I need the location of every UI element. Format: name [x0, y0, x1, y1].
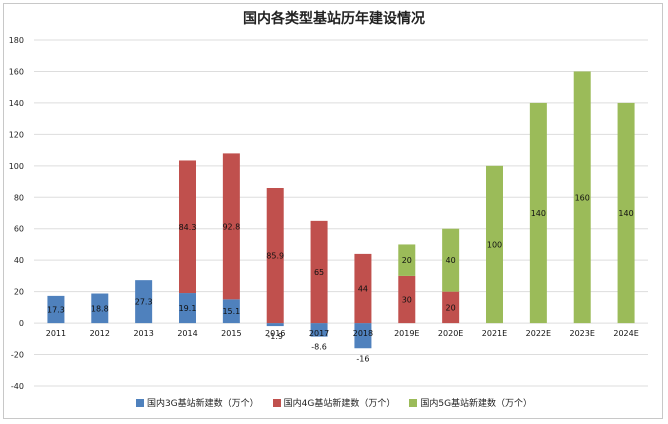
y-tick-label: 100: [9, 162, 24, 171]
y-tick-label: 0: [19, 319, 24, 328]
data-label-2016-series0: -1.9: [267, 332, 283, 341]
y-tick-label: 180: [9, 36, 24, 45]
x-tick-label: 2017: [309, 329, 329, 338]
bar-2014-series1: [179, 160, 196, 294]
gridlines: [34, 39, 648, 387]
legend: 国内3G基站新建数（万个） 国内4G基站新建数（万个） 国内5G基站新建数（万个…: [0, 396, 668, 409]
data-label-2012-series0: 18.8: [91, 304, 109, 313]
data-label-2017-series0: -8.6: [311, 343, 327, 352]
legend-item-4g: 国内4G基站新建数（万个）: [272, 396, 396, 409]
bar-2012-series0: [91, 293, 109, 324]
data-labels: 17.3 18.8 27.3 19.1 84.3 15.1 92.8 -1.9 85.9 -8.6…: [47, 193, 634, 363]
data-label-2014-series0: 19.1: [179, 304, 197, 313]
bar-2021E-series2: [486, 165, 503, 324]
bar-2019E-series1: [398, 275, 416, 324]
y-tick-label: 160: [9, 67, 24, 76]
legend-label-3g: 国内3G基站新建数（万个）: [146, 399, 259, 409]
bar-2013-series0: [135, 280, 153, 324]
x-tick-label: 2020E: [438, 329, 463, 338]
y-tick-label: 140: [9, 99, 24, 108]
bar-2022E-series2: [529, 102, 547, 324]
x-tick-label: 2016: [265, 329, 285, 338]
data-label-2013-series0: 27.3: [135, 298, 153, 307]
x-tick-label: 2021E: [482, 329, 507, 338]
bar-2020E-series2: [442, 228, 460, 292]
data-label-2011-series0: 17.3: [47, 305, 65, 314]
data-label-2021E-series2: 100: [487, 240, 502, 249]
data-label-2019E-series2: 20: [402, 256, 412, 265]
data-label-2022E-series2: 140: [531, 209, 546, 218]
y-tick-label: 40: [14, 256, 24, 265]
x-tick-label: 2018: [353, 329, 373, 338]
legend-swatch-3g: [135, 398, 144, 407]
data-label-2019E-series1: 30: [402, 296, 412, 305]
legend-item-3g: 国内3G基站新建数（万个）: [135, 396, 259, 409]
chart-frame: [3, 3, 663, 419]
data-label-2015-series1: 92.8: [222, 222, 240, 231]
y-tick-label: 120: [9, 130, 24, 139]
bar-2015-series1: [222, 153, 240, 300]
bar-2019E-series2: [398, 244, 416, 276]
legend-swatch-5g: [409, 398, 418, 407]
data-label-2020E-series1: 20: [446, 303, 456, 312]
x-tick-label: 2015: [221, 329, 241, 338]
legend-item-5g: 国内5G基站新建数（万个）: [409, 396, 532, 409]
x-tick-label: 2019E: [394, 329, 419, 338]
y-axis: -40 -20 0 20 40 60 80 100 120 140 160 180: [9, 36, 24, 391]
bars: [47, 71, 635, 349]
bar-2014-series0: [179, 293, 196, 324]
y-tick-label: 80: [14, 193, 24, 202]
x-tick-label: 2012: [90, 329, 110, 338]
x-tick-label: 2013: [133, 329, 153, 338]
legend-swatch-4g: [272, 398, 281, 407]
data-label-2024E-series2: 140: [618, 209, 633, 218]
data-label-2017-series1: 65: [314, 268, 324, 277]
bar-2017-series1: [310, 220, 328, 324]
data-label-2020E-series2: 40: [446, 256, 456, 265]
chart-title: 国内各类型基站历年建设情况: [243, 11, 425, 27]
y-tick-label: 60: [14, 225, 24, 234]
y-tick-label: -40: [11, 382, 24, 391]
bar-2018-series1: [354, 253, 372, 324]
legend-label-5g: 国内5G基站新建数（万个）: [420, 399, 533, 409]
data-label-2014-series1: 84.3: [179, 223, 197, 232]
y-tick-label: 20: [14, 288, 24, 297]
x-axis: 2011 2012 2013 2014 2015 2016 2017 2018 2019E 202…: [46, 329, 639, 338]
bar-2017-series0: [310, 323, 328, 337]
x-tick-label: 2024E: [613, 329, 638, 338]
bar-2015-series0: [222, 299, 240, 324]
x-tick-label: 2023E: [570, 329, 595, 338]
y-tick-label: -20: [11, 351, 24, 360]
data-label-2015-series0: 15.1: [222, 307, 240, 316]
data-label-2018-series0: -16: [356, 354, 369, 363]
bar-2023E-series2: [573, 71, 591, 324]
bar-2020E-series1: [442, 291, 460, 324]
data-label-2018-series1: 44: [358, 284, 368, 293]
x-tick-label: 2014: [177, 329, 197, 338]
bar-2016-series1: [266, 187, 284, 324]
legend-label-4g: 国内4G基站新建数（万个）: [283, 399, 396, 409]
x-tick-label: 2022E: [526, 329, 551, 338]
x-tick-label: 2011: [46, 329, 66, 338]
data-label-2016-series1: 85.9: [266, 252, 284, 261]
bar-2011-series0: [47, 295, 65, 324]
bar-2018-series0: [354, 323, 372, 349]
bar-2016-series0: [266, 323, 284, 327]
data-label-2023E-series2: 160: [575, 193, 590, 202]
bar-2024E-series2: [617, 102, 635, 324]
